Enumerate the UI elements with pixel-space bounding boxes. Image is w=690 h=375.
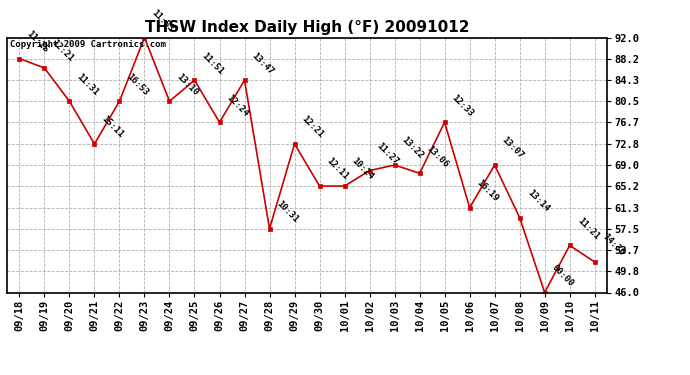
Text: 13:06: 13:06 [425,144,451,169]
Text: 16:19: 16:19 [475,178,500,204]
Text: 15:11: 15:11 [100,114,126,140]
Text: 10:31: 10:31 [275,199,300,225]
Text: 13:47: 13:47 [250,51,275,76]
Text: 14:36: 14:36 [600,232,626,258]
Text: 00:00: 00:00 [550,263,575,288]
Text: 12:33: 12:33 [450,93,475,118]
Text: 13:14: 13:14 [525,188,551,213]
Text: 11:25: 11:25 [25,29,50,54]
Text: 11:21: 11:21 [575,216,600,241]
Text: 11:27: 11:27 [375,141,400,166]
Text: 13:22: 13:22 [400,135,426,161]
Text: 12:21: 12:21 [50,39,75,64]
Text: 13:07: 13:07 [500,135,526,161]
Text: 12:11: 12:11 [325,156,351,182]
Text: 12:24: 12:24 [225,93,250,118]
Text: 13:10: 13:10 [175,72,200,97]
Text: 11:31: 11:31 [75,72,100,97]
Text: 12:21: 12:21 [300,114,326,140]
Text: Copyright 2009 Cartronics.com: Copyright 2009 Cartronics.com [10,40,166,49]
Text: 11:53: 11:53 [150,8,175,33]
Text: 16:53: 16:53 [125,72,150,97]
Text: 10:24: 10:24 [350,156,375,182]
Title: THSW Index Daily High (°F) 20091012: THSW Index Daily High (°F) 20091012 [145,20,469,35]
Text: 11:51: 11:51 [200,51,226,76]
